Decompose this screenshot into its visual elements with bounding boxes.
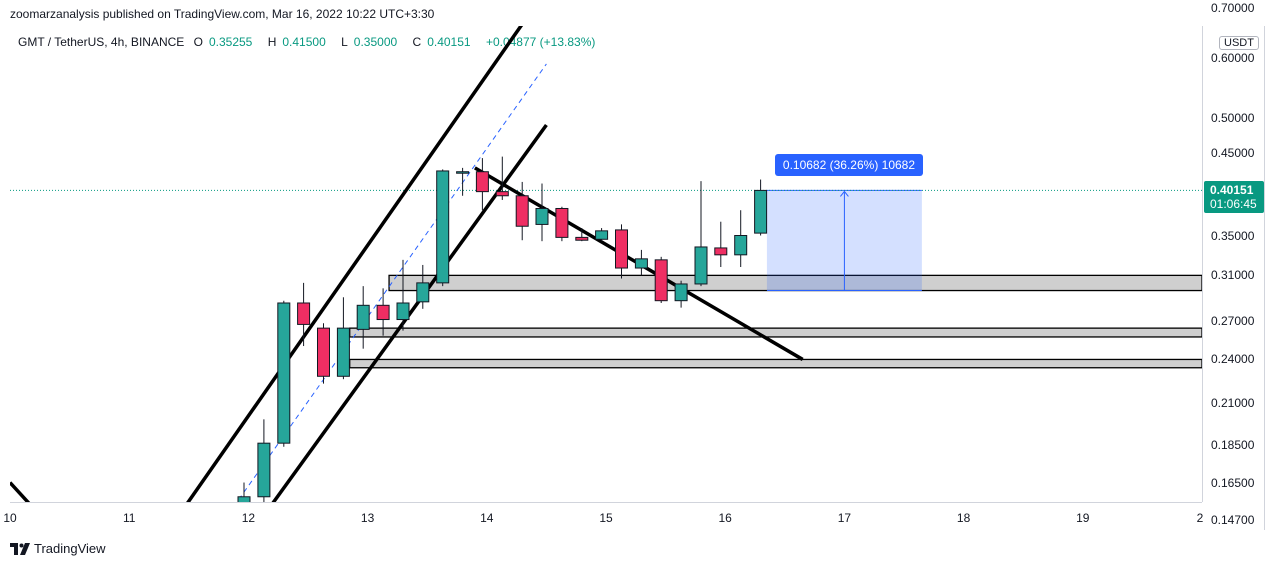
axis-frame [1264, 26, 1265, 530]
candle-body-28 [734, 235, 748, 256]
support-zone-2 [349, 327, 1202, 338]
candle-body-24 [654, 259, 668, 302]
candle-body-25 [674, 283, 688, 302]
high-value: 0.41500 [282, 35, 326, 49]
published-line: zoomarzanalysis published on TradingView… [10, 7, 435, 21]
candle-body-3 [237, 496, 251, 502]
candle-body-13 [436, 170, 450, 284]
candle-body-21 [595, 230, 609, 240]
candle-body-19 [555, 207, 569, 238]
close-value: 0.40151 [427, 35, 471, 49]
time-tick: 18 [956, 511, 971, 525]
candle-body-20 [575, 236, 589, 241]
time-tick: 13 [360, 511, 375, 525]
candle-body-10 [376, 304, 390, 321]
price-tick: 0.31000 [1211, 268, 1255, 283]
candle-body-5 [277, 302, 291, 444]
candlestick-chart[interactable] [10, 26, 1202, 502]
symbol-name[interactable]: GMT / TetherUS, 4h, BINANCE [18, 35, 185, 49]
price-tick: 0.35000 [1211, 228, 1255, 243]
trendline-2 [271, 123, 548, 502]
price-tick: 0.27000 [1211, 313, 1255, 328]
low-label: L [341, 35, 348, 49]
time-tick: 16 [718, 511, 732, 525]
last-price-label: 0.40151 01:06:45 [1204, 181, 1264, 214]
candle-body-18 [535, 207, 549, 225]
measure-label[interactable]: 0.10682 (36.26%) 10682 [774, 154, 924, 177]
tradingview-logo-icon [10, 542, 30, 555]
measure-arrow-head [840, 190, 849, 197]
price-tick: 0.60000 [1211, 51, 1255, 66]
candle-body-16 [495, 191, 509, 197]
low-value: 0.35000 [353, 35, 398, 49]
price-tick: 0.50000 [1211, 111, 1255, 126]
open-label: O [193, 35, 203, 49]
candle-body-29 [754, 189, 768, 234]
channel-midline [236, 63, 547, 502]
price-tick: 0.45000 [1211, 145, 1255, 160]
price-tick: 0.21000 [1211, 396, 1255, 411]
time-tick: 17 [837, 511, 852, 525]
trendline-4 [10, 481, 31, 502]
candle-body-17 [515, 195, 529, 227]
time-axis[interactable]: 10 11 12 13 14 15 16 17 18 19 2 [3, 502, 1204, 531]
time-tick: 15 [599, 511, 613, 525]
price-tick: 0.24000 [1211, 352, 1255, 367]
candle-body-9 [356, 304, 370, 330]
price-tick: 0.18500 [1211, 437, 1255, 452]
trendline-1 [186, 26, 524, 502]
candle-body-8 [336, 327, 350, 377]
price-axis[interactable]: USDT 0.40151 01:06:45 0.70000 0.60000 0.50… [1202, 1, 1265, 527]
last-price-value: 0.40151 [1210, 183, 1254, 198]
chart-area[interactable] [10, 26, 1202, 502]
time-tick: 19 [1076, 511, 1090, 525]
close-label: C [412, 35, 422, 49]
candle-body-27 [714, 247, 728, 256]
candle-body-12 [416, 282, 430, 303]
support-zone-3 [349, 358, 1202, 369]
time-tick: 11 [122, 511, 136, 525]
candle-body-4 [257, 442, 271, 498]
candle-body-11 [396, 302, 410, 321]
tradingview-brand[interactable]: TradingView [10, 541, 106, 556]
candle-body-14 [456, 171, 470, 174]
price-tick: 0.70000 [1211, 0, 1255, 15]
candle-body-15 [475, 171, 489, 193]
time-tick: 12 [241, 511, 256, 525]
high-label: H [267, 35, 277, 49]
candle-body-26 [694, 246, 708, 285]
candle-body-6 [297, 302, 311, 325]
time-tick: 14 [480, 511, 494, 525]
price-tick: 0.14700 [1211, 513, 1255, 528]
price-tick: 0.16500 [1211, 475, 1255, 490]
brand-name: TradingView [34, 541, 106, 556]
currency-badge[interactable]: USDT [1219, 36, 1259, 50]
bar-countdown: 01:06:45 [1210, 197, 1257, 212]
candle-body-22 [615, 229, 628, 269]
time-tick: 2 [1196, 511, 1204, 525]
candle-body-7 [317, 327, 330, 377]
time-tick: 10 [3, 511, 17, 525]
open-value: 0.35255 [208, 35, 253, 49]
candle-body-23 [634, 258, 648, 269]
